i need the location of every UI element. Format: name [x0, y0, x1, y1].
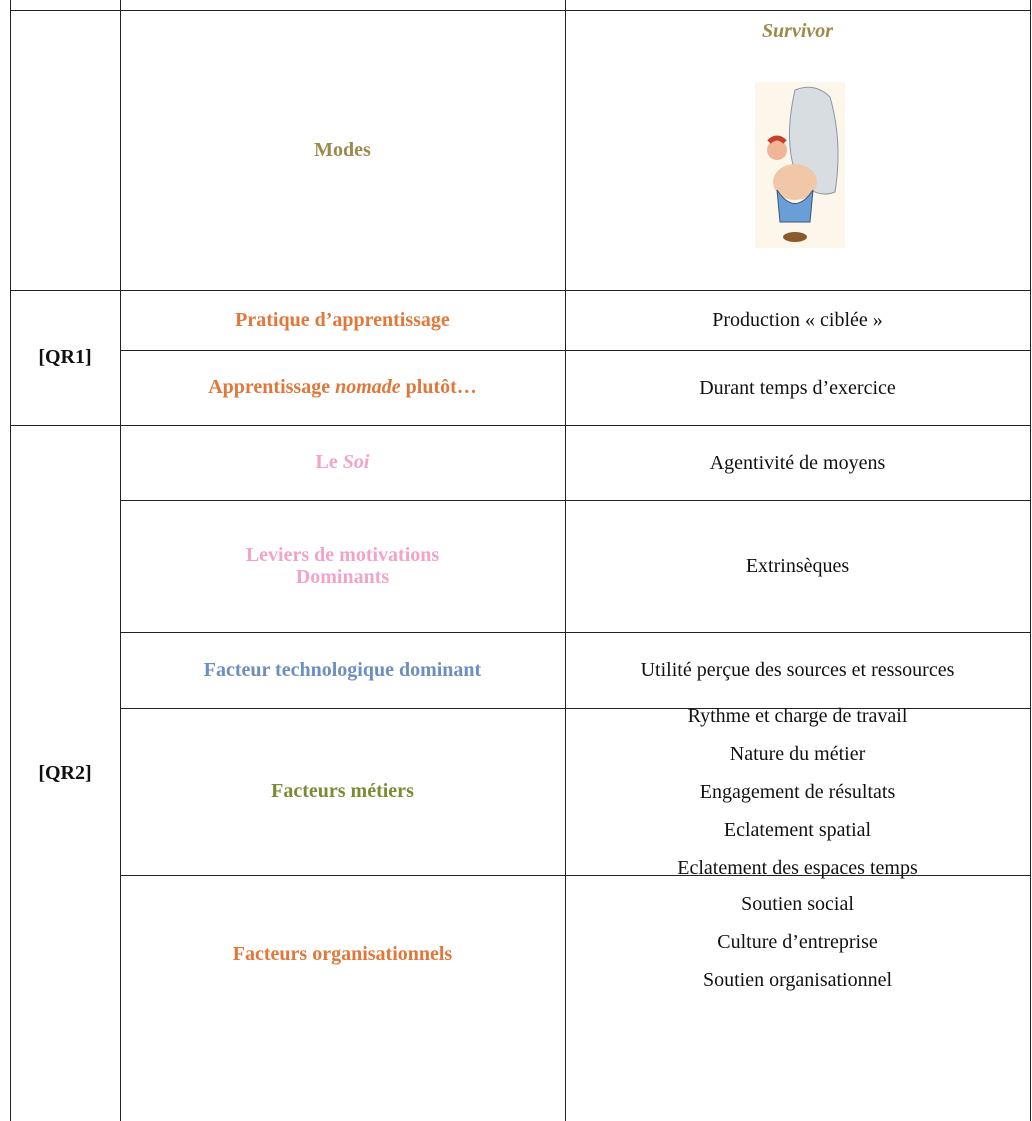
value: Eclatement des espaces temps [677, 856, 918, 879]
factor-part: nomade [335, 376, 401, 398]
value: Soutien social [741, 893, 854, 915]
value: Nature du métier [729, 742, 866, 765]
border [120, 350, 1031, 351]
factor: Apprentissage nomade plutôt… [120, 350, 565, 425]
feet [783, 232, 807, 242]
value-cell: Utilité perçue des sources et ressources [565, 632, 1030, 708]
value: Soutien organisationnel [702, 969, 893, 991]
value: Production « ciblée » [712, 309, 883, 331]
value: Utilité perçue des sources et ressources [640, 659, 955, 681]
body [773, 164, 817, 200]
border [120, 632, 1031, 633]
value: Agentivité de moyens [709, 451, 886, 474]
factor-part: Soi [342, 451, 370, 473]
value-cell: Agentivité de moyens [565, 425, 1030, 500]
border [120, 0, 121, 1121]
factor-part: Apprentissage [208, 376, 336, 398]
value: Eclatement spatial [723, 818, 872, 841]
value-cell: Extrinsèques [565, 500, 1030, 632]
value-cell: Soutien social Culture d’entreprise Soutie… [565, 875, 1030, 1121]
value: Engagement de résultats [699, 780, 896, 803]
border [120, 500, 1031, 501]
border [10, 10, 1031, 11]
border [120, 875, 1031, 876]
group-label: [QR2] [38, 761, 92, 784]
factor: Facteurs métiers [271, 780, 414, 802]
hair [767, 135, 787, 144]
trousers [776, 189, 814, 223]
head [767, 140, 787, 160]
column-title-wrap: Survivor [565, 20, 1030, 60]
border [1030, 0, 1031, 1121]
border [565, 0, 566, 1121]
value: Durant temps d’exercice [699, 376, 896, 399]
factor: Facteur technologique dominant [203, 658, 482, 681]
border [10, 290, 1031, 291]
group-label: [QR1] [38, 346, 92, 368]
column-title: Survivor [761, 20, 834, 42]
illustration [755, 82, 845, 248]
value-cell: Rythme et charge de travail Nature du mét… [565, 705, 1030, 879]
border [120, 708, 1031, 709]
factor-part: Leviers de motivations [245, 544, 440, 566]
factor-part: Dominants [295, 566, 390, 588]
factor: Leviers de motivations Dominants [120, 500, 565, 632]
value: Culture d’entreprise [717, 931, 878, 953]
value-cell: Production « ciblée » [565, 290, 1030, 350]
value: Extrinsèques [745, 555, 850, 577]
value: Rythme et charge de travail [687, 704, 908, 727]
factor: Pratique d’apprentissage [235, 308, 450, 331]
border [10, 425, 1031, 426]
value-cell: Durant temps d’exercice [565, 350, 1030, 425]
factor-part: plutôt… [400, 376, 477, 398]
factor-part: Le [315, 451, 343, 473]
modes-label: Modes [314, 138, 371, 161]
factor: Facteurs organisationnels [232, 943, 453, 965]
factor: Le Soi [120, 425, 565, 500]
border [10, 0, 11, 1121]
